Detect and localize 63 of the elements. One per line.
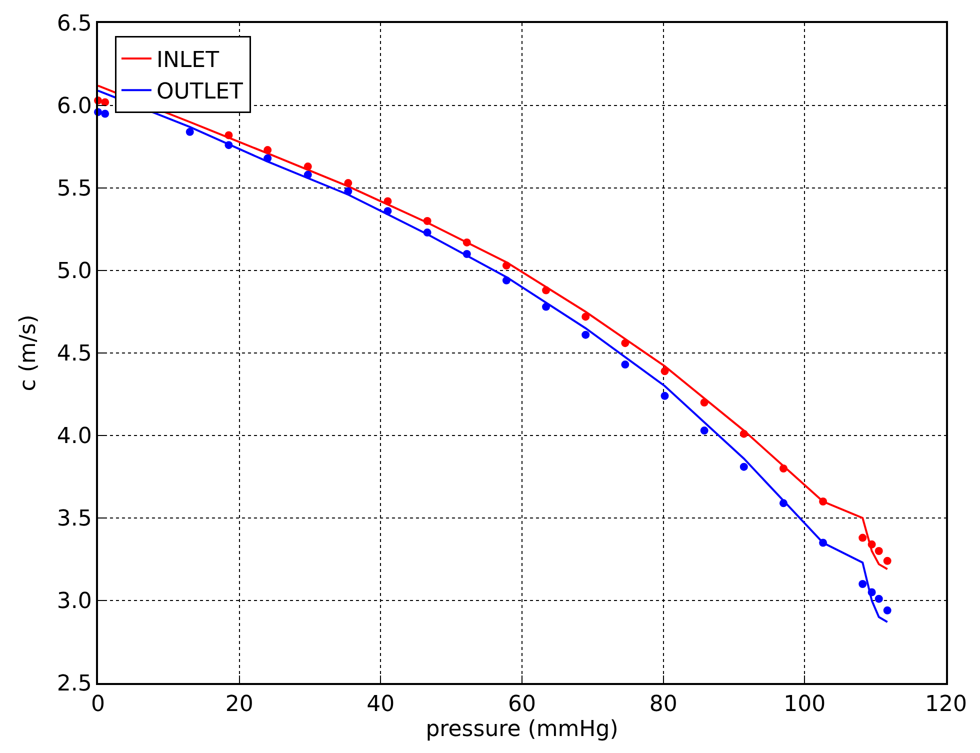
point: [874, 547, 883, 555]
point: [883, 606, 892, 614]
x-tick-label: 0: [91, 692, 105, 718]
point: [779, 464, 788, 472]
point: [186, 128, 194, 136]
point: [582, 330, 590, 339]
point: [660, 367, 669, 376]
point: [344, 179, 352, 188]
y-tick-label: 5.5: [56, 176, 92, 202]
point: [858, 534, 867, 542]
point: [819, 498, 828, 506]
point: [582, 312, 590, 321]
point: [384, 207, 392, 216]
point: [462, 250, 471, 258]
x-tick-label: 100: [784, 692, 826, 718]
point: [621, 339, 630, 348]
point: [740, 462, 748, 471]
point: [304, 170, 312, 179]
legend-label: OUTLET: [156, 80, 244, 105]
point: [868, 540, 876, 548]
point: [700, 426, 708, 435]
y-tick-label: 6.5: [56, 12, 92, 37]
point: [740, 430, 748, 438]
point: [224, 131, 233, 140]
point: [660, 392, 669, 400]
x-tick-label: 20: [225, 692, 254, 718]
y-tick-label: 4.0: [56, 424, 92, 450]
point: [344, 187, 352, 196]
x-tick-label: 40: [366, 692, 395, 718]
x-tick-label: 80: [649, 692, 678, 718]
point: [779, 499, 788, 508]
point: [700, 398, 708, 406]
point: [384, 197, 392, 206]
point: [224, 141, 233, 150]
y-tick-label: 3.0: [56, 589, 92, 614]
point: [819, 538, 828, 547]
y-tick-label: 2.5: [56, 672, 92, 697]
point: [264, 154, 272, 162]
y-axis-title: c (m/s): [16, 314, 42, 392]
point: [502, 262, 510, 270]
x-tick-label: 60: [508, 692, 536, 718]
point: [264, 146, 272, 154]
point: [542, 302, 550, 311]
point: [621, 360, 630, 369]
point: [874, 594, 883, 603]
point: [423, 217, 432, 225]
point: [101, 98, 110, 106]
point: [868, 588, 876, 596]
y-tick-label: 5.0: [56, 259, 92, 284]
legend-label: INLET: [156, 48, 220, 74]
y-tick-label: 3.5: [56, 506, 92, 532]
point: [883, 556, 892, 565]
x-tick-label: 120: [925, 692, 967, 718]
point: [858, 580, 867, 588]
point: [462, 238, 471, 246]
point: [502, 276, 510, 284]
y-tick-label: 6.0: [56, 94, 92, 120]
x-axis-title: pressure (mmHg): [426, 717, 618, 742]
point: [304, 162, 312, 171]
y-tick-label: 4.5: [56, 342, 92, 367]
point: [423, 228, 432, 237]
point: [101, 110, 110, 118]
point: [542, 286, 550, 294]
